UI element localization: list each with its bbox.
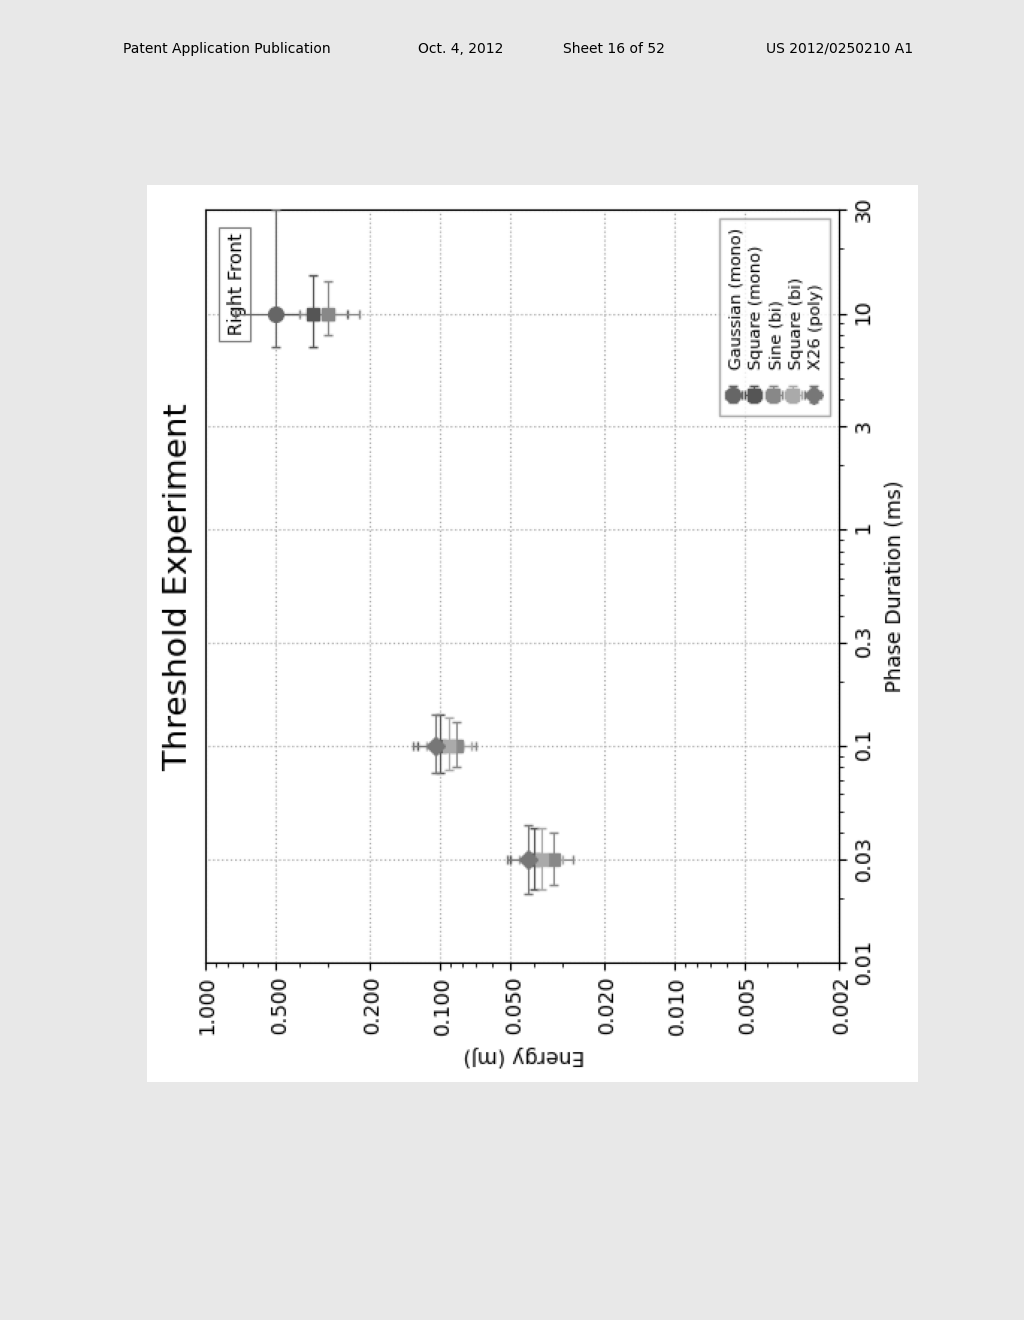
Text: US 2012/0250210 A1: US 2012/0250210 A1: [766, 42, 913, 55]
Text: Sheet 16 of 52: Sheet 16 of 52: [563, 42, 666, 55]
Text: Oct. 4, 2012: Oct. 4, 2012: [418, 42, 504, 55]
Text: Patent Application Publication: Patent Application Publication: [123, 42, 331, 55]
